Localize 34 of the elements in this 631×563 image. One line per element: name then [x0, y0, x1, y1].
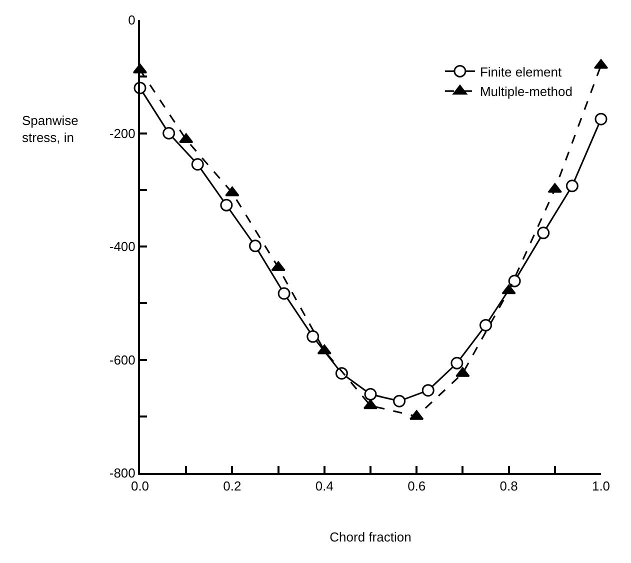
y-tick-label: -400 [109, 239, 136, 254]
point [162, 127, 176, 140]
point [191, 158, 204, 171]
y-tick-label: -800 [109, 466, 136, 481]
point [450, 356, 464, 370]
x-tick-label: 0.8 [500, 478, 518, 494]
point [363, 399, 378, 410]
legend-label: Multiple-method [480, 84, 572, 100]
x-axis-title: Chord fraction [330, 530, 412, 545]
y-tick-label: -200 [109, 126, 136, 141]
point [480, 318, 492, 332]
legend-label: Finite element [480, 64, 562, 80]
point [537, 226, 550, 240]
x-tick-label: 0.6 [408, 478, 426, 494]
point [594, 112, 608, 126]
y-axis-title: Spanwise stress, in [22, 113, 78, 145]
point [278, 287, 290, 300]
x-tick-label: 0.4 [315, 478, 334, 494]
point [317, 344, 332, 354]
x-tick-label: 0.0 [130, 478, 150, 494]
point [393, 394, 406, 408]
point [220, 198, 233, 212]
point [508, 274, 521, 288]
x-tick-label: 0.2 [223, 478, 242, 494]
point [225, 186, 240, 196]
point [502, 284, 516, 294]
point [306, 330, 320, 343]
point [422, 384, 434, 397]
point [566, 180, 578, 192]
y-tick-label: 0 [128, 12, 136, 28]
y-tick-label: -600 [109, 352, 136, 368]
x-tick-label: 1.0 [592, 478, 610, 494]
point [364, 388, 377, 401]
point [249, 240, 262, 252]
